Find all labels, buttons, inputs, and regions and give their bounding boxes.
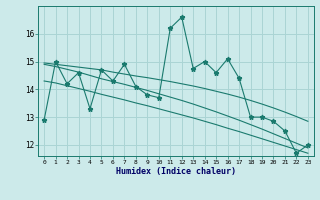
X-axis label: Humidex (Indice chaleur): Humidex (Indice chaleur) xyxy=(116,167,236,176)
